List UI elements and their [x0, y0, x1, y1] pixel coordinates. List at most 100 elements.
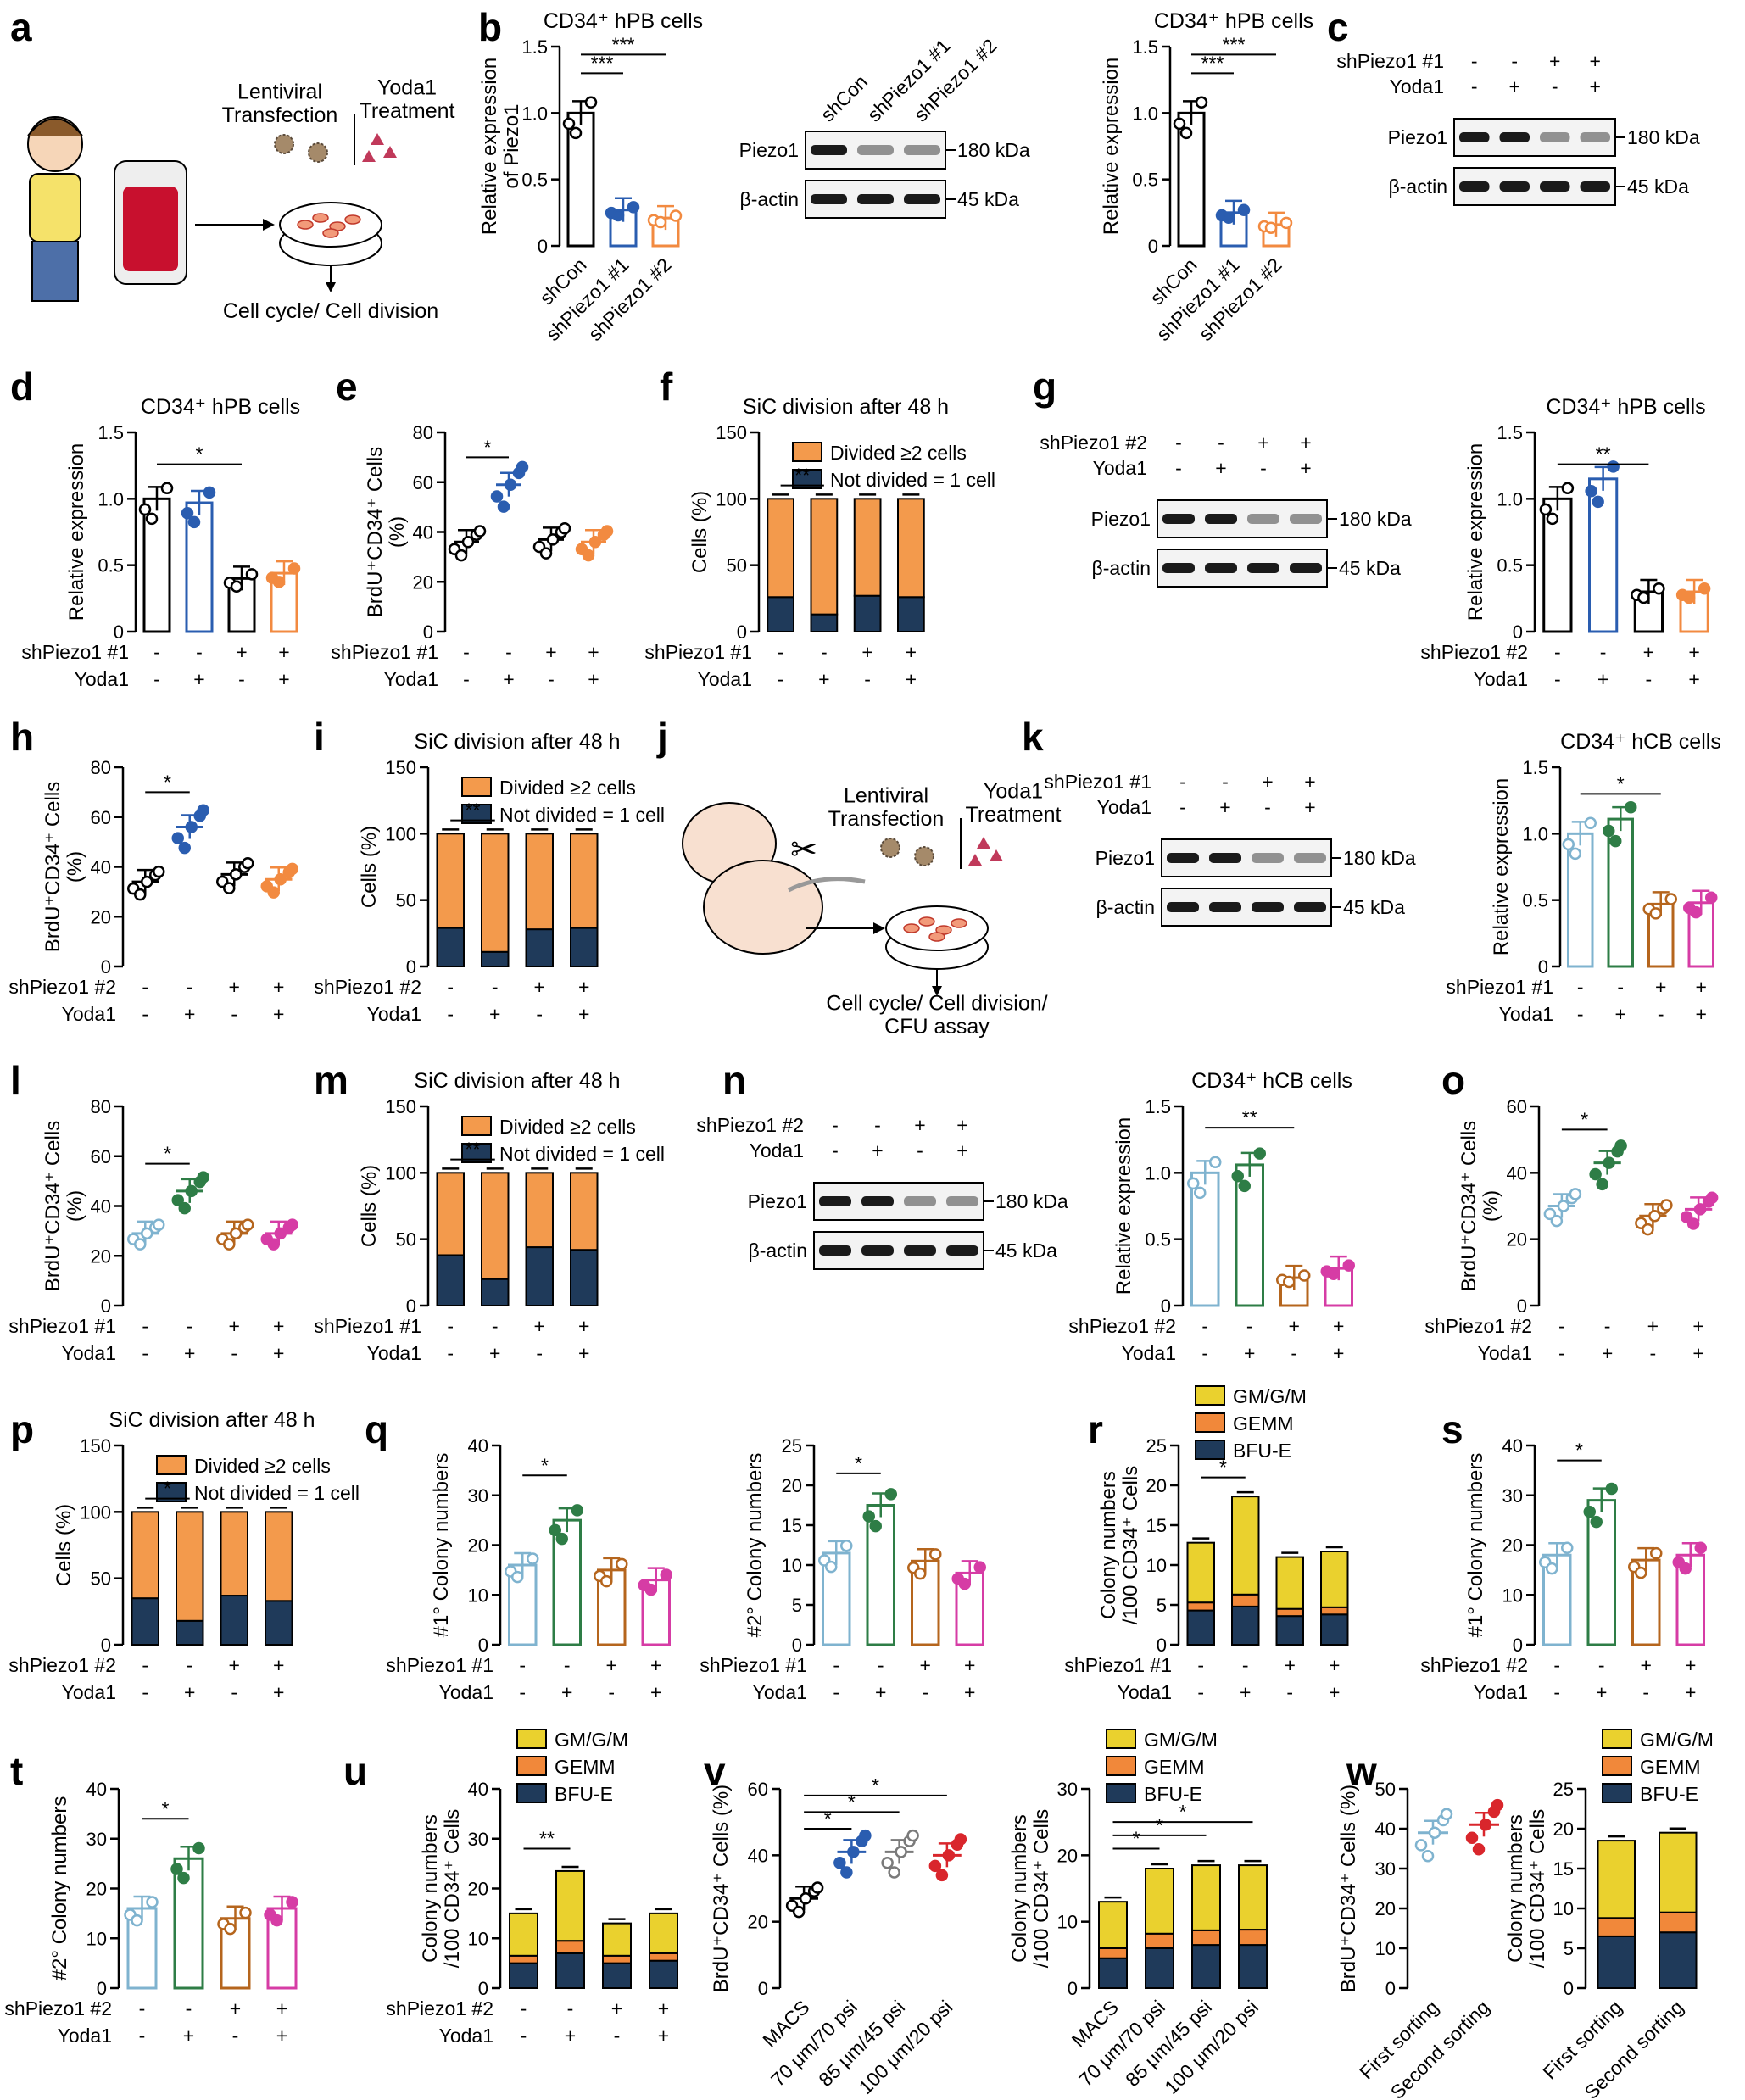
stack-segment — [1231, 1593, 1260, 1607]
condition-name: Yoda1 — [1122, 1342, 1176, 1364]
data-point — [1590, 1515, 1603, 1529]
condition-sign: + — [588, 668, 599, 690]
data-point — [582, 549, 595, 562]
significance-label: * — [1575, 1440, 1583, 1462]
condition-sign: - — [922, 1681, 928, 1703]
stack-segment — [810, 498, 839, 616]
condition-sign: + — [184, 1681, 195, 1703]
y-tick-label: 60 — [91, 807, 111, 828]
condition-sign: - — [1646, 668, 1653, 690]
legend-swatch — [516, 1783, 547, 1803]
data-point — [555, 1532, 568, 1546]
stack-segment — [481, 833, 510, 953]
panel-label-t: t — [10, 1749, 23, 1793]
stack-segment — [1191, 1944, 1221, 1989]
y-tick-label: 0.5 — [98, 555, 124, 577]
stack-segment — [1320, 1606, 1349, 1616]
data-point — [223, 1238, 236, 1251]
y-tick-label: 80 — [91, 757, 111, 778]
panel-label-b: b — [478, 5, 502, 49]
stack-segment — [570, 1249, 599, 1306]
condition-sign: + — [276, 2025, 287, 2047]
stack-segment — [649, 1952, 678, 1962]
cell-icon — [918, 916, 935, 927]
condition-sign: + — [489, 1003, 500, 1025]
data-point — [588, 536, 602, 549]
y-tick-label: 60 — [413, 472, 433, 493]
y-tick-label: 100 — [385, 1162, 416, 1184]
stack-segment — [1231, 1496, 1260, 1596]
chart-i: 0 50 100 150 Cells (%) SiC division after 48 … — [314, 730, 665, 1025]
condition-sign: - — [142, 1681, 148, 1703]
y-tick-label: 10 — [782, 1555, 802, 1576]
blot-band — [1580, 181, 1610, 192]
blot-condition-sign: - — [1264, 796, 1271, 818]
western-blot-g: Piezo1 180 kDa β-actin 45 kDa shPiezo1 #2 - - +… — [1040, 432, 1412, 588]
stack-segment — [1145, 1868, 1174, 1935]
stack-segment — [1597, 1935, 1636, 1989]
condition-name: Yoda1 — [384, 668, 438, 690]
y-tick-label: 100 — [716, 488, 747, 510]
condition-sign: + — [534, 976, 545, 998]
y-tick-label: 30 — [1057, 1779, 1078, 1800]
y-tick-label: 20 — [748, 1912, 768, 1933]
stack-segment — [1275, 1607, 1304, 1618]
blot-band — [819, 1196, 851, 1206]
legend-swatch — [1602, 1756, 1632, 1776]
legend-label: BFU-E — [555, 1783, 613, 1805]
y-tick-label: 20 — [782, 1475, 802, 1496]
y-tick-label: 50 — [727, 555, 747, 577]
data-point — [192, 1841, 205, 1855]
condition-sign: - — [1558, 1315, 1565, 1337]
legend-label: GEMM — [1233, 1412, 1294, 1434]
chart-g: 0 0.5 1.0 1.5 Relative expression CD34⁺ hPB c… — [1420, 395, 1711, 690]
condition-sign: - — [521, 1997, 527, 2019]
cell-icon — [322, 228, 339, 238]
person-shirt-icon — [29, 173, 81, 242]
chart-d: 0 0.5 1.0 1.5 Relative expression CD34⁺ hPB c… — [21, 395, 301, 690]
label-treatment: Yoda1 Treatment — [359, 75, 454, 123]
y-tick-label: 1.0 — [521, 103, 548, 124]
cell-icon — [903, 923, 920, 933]
blot-condition-sign: - — [874, 1114, 881, 1136]
data-point — [224, 1922, 237, 1936]
condition-sign: - — [505, 641, 512, 663]
legend-label: GEMM — [1144, 1756, 1205, 1778]
condition-name: shPiezo1 #1 — [386, 1654, 493, 1676]
y-tick-label: 1.0 — [1497, 488, 1523, 510]
data-point — [461, 536, 475, 549]
y-tick-label: 0 — [101, 1635, 111, 1656]
data-point — [1660, 1199, 1673, 1212]
y-tick-label: 40 — [1502, 1435, 1523, 1457]
blot-row-label: β-actin — [740, 188, 799, 210]
condition-sign: + — [503, 668, 514, 690]
data-point — [1653, 582, 1665, 595]
blot-condition-sign: + — [914, 1114, 925, 1136]
condition-sign: - — [521, 2025, 527, 2047]
data-point — [973, 1561, 986, 1574]
condition-sign: + — [273, 1681, 284, 1703]
panel-label-q: q — [365, 1407, 388, 1451]
blot-condition-sign: + — [956, 1139, 967, 1161]
data-point — [1421, 1849, 1435, 1863]
condition-sign: - — [153, 668, 160, 690]
condition-sign: + — [1692, 1342, 1703, 1364]
marker-label: 45 kDa — [995, 1239, 1057, 1262]
data-point — [1238, 1179, 1251, 1193]
stack-segment — [555, 1940, 585, 1954]
data-point — [954, 1833, 967, 1846]
condition-sign: + — [184, 1003, 195, 1025]
condition-sign: + — [1647, 1315, 1659, 1337]
condition-sign: + — [273, 976, 284, 998]
legend-swatch — [1106, 1783, 1136, 1803]
condition-sign: + — [964, 1681, 975, 1703]
legend-label: BFU-E — [1233, 1440, 1291, 1462]
y-tick-label: 40 — [748, 1845, 768, 1866]
data-point — [833, 1857, 846, 1869]
condition-sign: - — [231, 1342, 237, 1364]
y-axis-label: Colony numbers/100 CD34⁺ Cells — [1008, 1809, 1053, 1968]
panel-label-m: m — [314, 1058, 348, 1102]
blot-condition-name: Yoda1 — [750, 1139, 804, 1161]
data-point — [1279, 216, 1293, 230]
